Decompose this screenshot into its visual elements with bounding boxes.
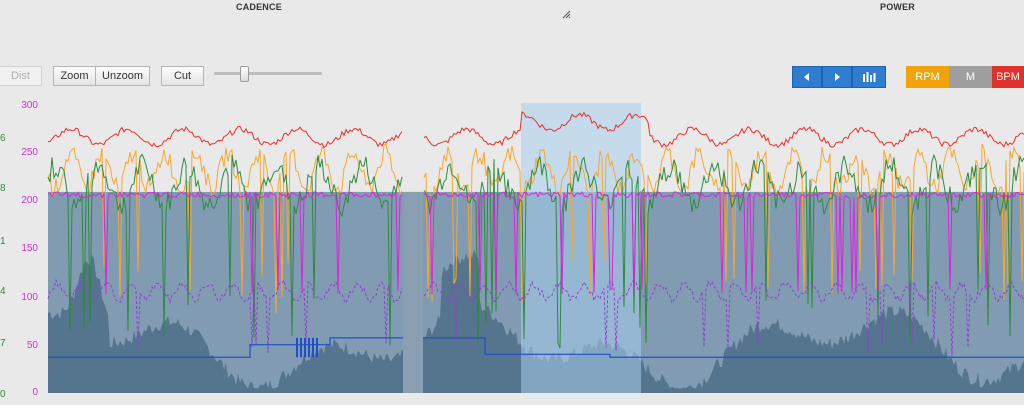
gear-spike <box>316 337 318 358</box>
triangle-left-icon <box>804 73 809 81</box>
y-tick-250: 250 <box>21 147 38 158</box>
selection-range <box>521 103 641 393</box>
next-button[interactable] <box>822 66 852 88</box>
y-tick-50: 50 <box>26 340 38 351</box>
zoom-button[interactable]: Zoom <box>53 66 96 86</box>
zoom-slider-track[interactable] <box>214 72 322 75</box>
y-tick-200: 200 <box>21 195 38 206</box>
m-toggle[interactable]: M <box>949 66 992 88</box>
gear-line <box>48 337 1024 358</box>
gear-spike <box>308 337 310 358</box>
heart-rate-line <box>47 111 1024 149</box>
speed-line <box>47 278 1024 357</box>
bar-chart-icon <box>863 72 876 82</box>
y-tick-300: 300 <box>21 100 38 111</box>
bar-chart-button[interactable] <box>852 66 886 88</box>
y2-tick-f: 0 <box>0 389 6 400</box>
triangle-right-icon <box>835 73 840 81</box>
y2-tick-a: 6 <box>0 133 6 144</box>
y2-tick-e: 7 <box>0 338 6 349</box>
gear-spike <box>296 337 298 358</box>
gear-spike <box>300 337 302 358</box>
y-tick-0: 0 <box>32 387 38 398</box>
data-gap <box>403 191 423 393</box>
rpm-toggle[interactable]: RPM <box>906 66 949 88</box>
cadence-header: CADENCE <box>236 2 282 12</box>
gear-spike <box>304 337 306 358</box>
power-header: POWER <box>880 2 916 12</box>
zoom-slider-thumb[interactable] <box>240 66 249 82</box>
y2-tick-b: 8 <box>0 183 6 194</box>
bpm-toggle[interactable]: BPM <box>992 66 1024 88</box>
unzoom-button[interactable]: Unzoom <box>95 66 150 86</box>
magenta-line <box>47 190 1024 295</box>
cut-button[interactable]: Cut <box>161 66 204 86</box>
y-tick-100: 100 <box>21 292 38 303</box>
y2-tick-c: 1 <box>0 236 6 247</box>
y-tick-150: 150 <box>21 243 38 254</box>
gear-spike <box>312 337 314 358</box>
previous-button[interactable] <box>792 66 822 88</box>
dist-button[interactable]: Dist <box>0 66 42 86</box>
power-line <box>47 153 1024 349</box>
y2-tick-d: 4 <box>0 286 6 297</box>
resize-grip-icon[interactable] <box>562 10 571 19</box>
